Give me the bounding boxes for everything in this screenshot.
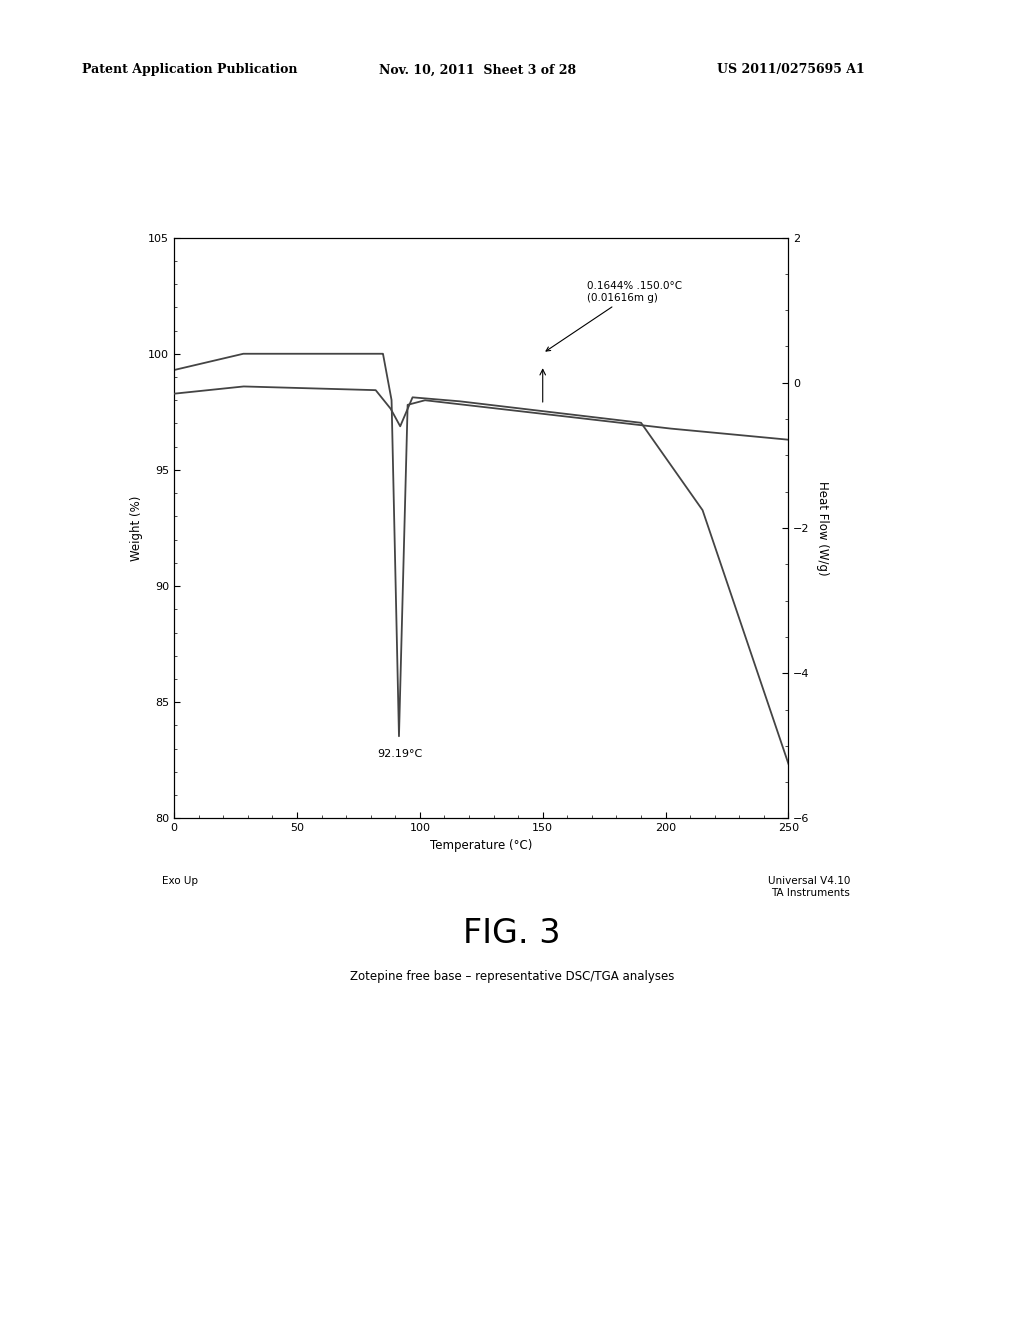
Y-axis label: Heat Flow (W/g): Heat Flow (W/g) xyxy=(816,480,829,576)
Text: US 2011/0275695 A1: US 2011/0275695 A1 xyxy=(717,63,864,77)
Text: FIG. 3: FIG. 3 xyxy=(463,917,561,950)
Text: 0.1644% .150.0°C
(0.01616m g): 0.1644% .150.0°C (0.01616m g) xyxy=(546,281,682,351)
Text: Patent Application Publication: Patent Application Publication xyxy=(82,63,297,77)
X-axis label: Temperature (°C): Temperature (°C) xyxy=(430,838,532,851)
Text: Zotepine free base – representative DSC/TGA analyses: Zotepine free base – representative DSC/… xyxy=(350,970,674,983)
Text: Exo Up: Exo Up xyxy=(162,876,198,887)
Text: Nov. 10, 2011  Sheet 3 of 28: Nov. 10, 2011 Sheet 3 of 28 xyxy=(379,63,577,77)
Text: 92.19°C: 92.19°C xyxy=(378,748,423,759)
Y-axis label: Weight (%): Weight (%) xyxy=(130,495,142,561)
Text: Universal V4.10
TA Instruments: Universal V4.10 TA Instruments xyxy=(768,876,850,898)
